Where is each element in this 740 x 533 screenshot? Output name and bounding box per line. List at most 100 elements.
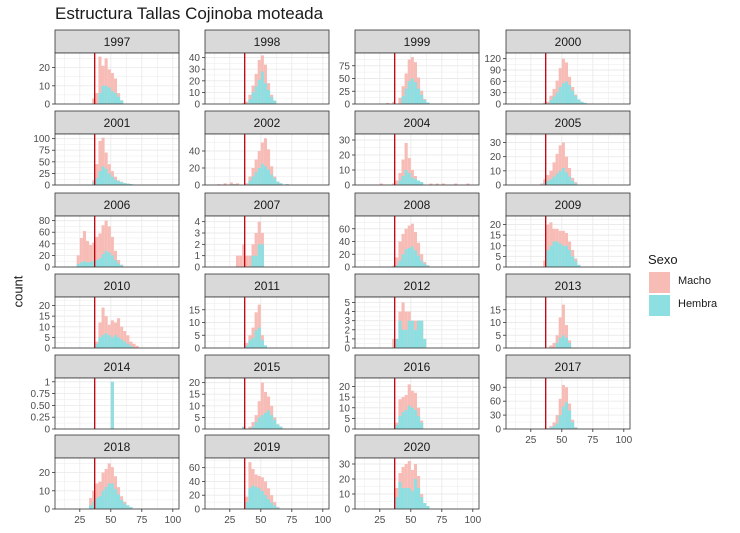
bar-hembra-2006 xyxy=(107,252,111,267)
bar-hembra-2006 xyxy=(110,255,114,267)
y-tick-label-2001: 0 xyxy=(44,181,50,192)
y-tick-label-2016: 0 xyxy=(344,425,350,436)
bar-hembra-2002 xyxy=(232,184,236,185)
x-tick-label-2017: 75 xyxy=(587,435,599,446)
y-tick-label-2013: 15 xyxy=(490,305,502,316)
bar-hembra-2013 xyxy=(568,342,572,348)
bar-macho-2009 xyxy=(543,260,547,267)
bar-hembra-2017 xyxy=(549,427,553,429)
bar-hembra-2019 xyxy=(273,505,277,509)
bar-macho-2008 xyxy=(398,241,402,267)
x-tick-label-2017: 25 xyxy=(525,435,537,446)
panel-border-2019 xyxy=(204,457,330,510)
bar-hembra-2008 xyxy=(401,254,405,267)
bar-macho-2004 xyxy=(407,158,411,185)
panel-border-1997 xyxy=(54,52,180,105)
y-tick-label-1999: 0 xyxy=(344,100,350,111)
legend-title: Sexo xyxy=(648,252,678,267)
bar-macho-2009 xyxy=(549,222,553,267)
bar-macho-2000 xyxy=(561,58,565,104)
bar-hembra-2010 xyxy=(129,345,133,348)
bar-macho-2008 xyxy=(410,223,414,267)
facet-label-2008: 2008 xyxy=(404,198,431,212)
legend-key-macho xyxy=(649,272,670,293)
y-tick-label-2007: 2 xyxy=(194,240,200,251)
y-tick-label-2020: 30 xyxy=(339,460,351,471)
bar-hembra-2005 xyxy=(546,180,550,185)
bar-hembra-2017 xyxy=(574,427,578,429)
bar-macho-2005 xyxy=(540,183,544,185)
panel-border-2010 xyxy=(54,296,180,349)
y-tick-label-2002: 40 xyxy=(189,147,201,158)
bar-hembra-2009 xyxy=(568,250,572,267)
bar-macho-2002 xyxy=(267,149,271,185)
bar-hembra-2009 xyxy=(555,241,559,267)
bar-macho-2010 xyxy=(110,320,114,348)
y-tick-label-1999: 75 xyxy=(339,61,351,72)
bar-hembra-2001 xyxy=(110,176,114,185)
y-tick-label-2008: 40 xyxy=(339,237,351,248)
bar-macho-2013 xyxy=(564,325,568,348)
bar-hembra-2018 xyxy=(98,496,102,509)
bar-hembra-2012 xyxy=(410,320,414,348)
facet-label-2019: 2019 xyxy=(254,440,281,454)
bar-macho-1997 xyxy=(113,78,117,104)
facet-label-2017: 2017 xyxy=(555,360,582,374)
bar-hembra-1998 xyxy=(263,83,267,104)
x-tick-label-2018: 50 xyxy=(105,515,117,526)
bar-hembra-2007 xyxy=(251,255,255,267)
bar-macho-1997 xyxy=(110,73,114,104)
y-tick-label-2000: 60 xyxy=(490,77,502,88)
bar-hembra-2016 xyxy=(420,422,424,429)
bar-macho-2005 xyxy=(552,162,556,185)
bar-hembra-2010 xyxy=(126,343,130,348)
bar-macho-2015 xyxy=(257,401,261,429)
bar-macho-2006 xyxy=(117,260,121,267)
bar-hembra-2017 xyxy=(568,410,572,429)
bar-macho-1997 xyxy=(104,58,108,104)
facet-label-2016: 2016 xyxy=(404,360,431,374)
bar-macho-2006 xyxy=(76,255,80,267)
bar-macho-2017 xyxy=(549,426,553,429)
bar-hembra-2000 xyxy=(577,99,581,104)
bar-macho-2006 xyxy=(110,236,114,267)
bar-macho-2008 xyxy=(395,257,399,267)
y-tick-label-1998: 40 xyxy=(189,53,201,64)
y-tick-label-2000: 120 xyxy=(484,54,501,65)
bar-hembra-2001 xyxy=(92,182,96,185)
y-tick-label-2002: 0 xyxy=(194,181,200,192)
bar-macho-2008 xyxy=(417,242,421,267)
bar-macho-2007 xyxy=(251,244,255,267)
bar-hembra-2005 xyxy=(574,183,578,185)
y-tick-label-2017: 90 xyxy=(490,383,502,394)
y-tick-label-2002: 20 xyxy=(189,164,201,175)
facet-label-2009: 2009 xyxy=(555,198,582,212)
x-tick-label-2020: 75 xyxy=(436,515,448,526)
bar-hembra-2011 xyxy=(254,330,258,348)
bar-hembra-2000 xyxy=(555,92,559,104)
bar-macho-2018 xyxy=(95,483,99,509)
bar-hembra-2006 xyxy=(113,260,117,267)
bar-hembra-2019 xyxy=(260,491,264,509)
bar-hembra-2010 xyxy=(123,341,127,348)
bar-macho-2007 xyxy=(245,255,249,267)
bar-macho-2017 xyxy=(546,428,550,429)
bar-hembra-2001 xyxy=(98,171,102,185)
bar-macho-2015 xyxy=(260,382,264,429)
bar-macho-2004 xyxy=(401,159,405,185)
y-tick-label-2001: 100 xyxy=(33,134,50,145)
bar-hembra-2008 xyxy=(420,260,424,267)
bar-hembra-2008 xyxy=(417,255,421,267)
panel-border-2009 xyxy=(505,215,631,268)
bar-hembra-2006 xyxy=(89,261,93,267)
x-tick-label-2019: 75 xyxy=(286,515,298,526)
panel-border-2012 xyxy=(354,296,480,349)
y-tick-label-2012: 5 xyxy=(344,298,350,309)
bar-macho-2012 xyxy=(392,338,396,348)
y-tick-label-2010: 20 xyxy=(39,301,51,312)
bar-macho-2002 xyxy=(245,183,249,185)
y-tick-label-2013: 0 xyxy=(495,344,501,355)
bar-hembra-2015 xyxy=(276,424,280,429)
bar-macho-2010 xyxy=(98,322,102,348)
bar-hembra-2012 xyxy=(404,329,408,348)
